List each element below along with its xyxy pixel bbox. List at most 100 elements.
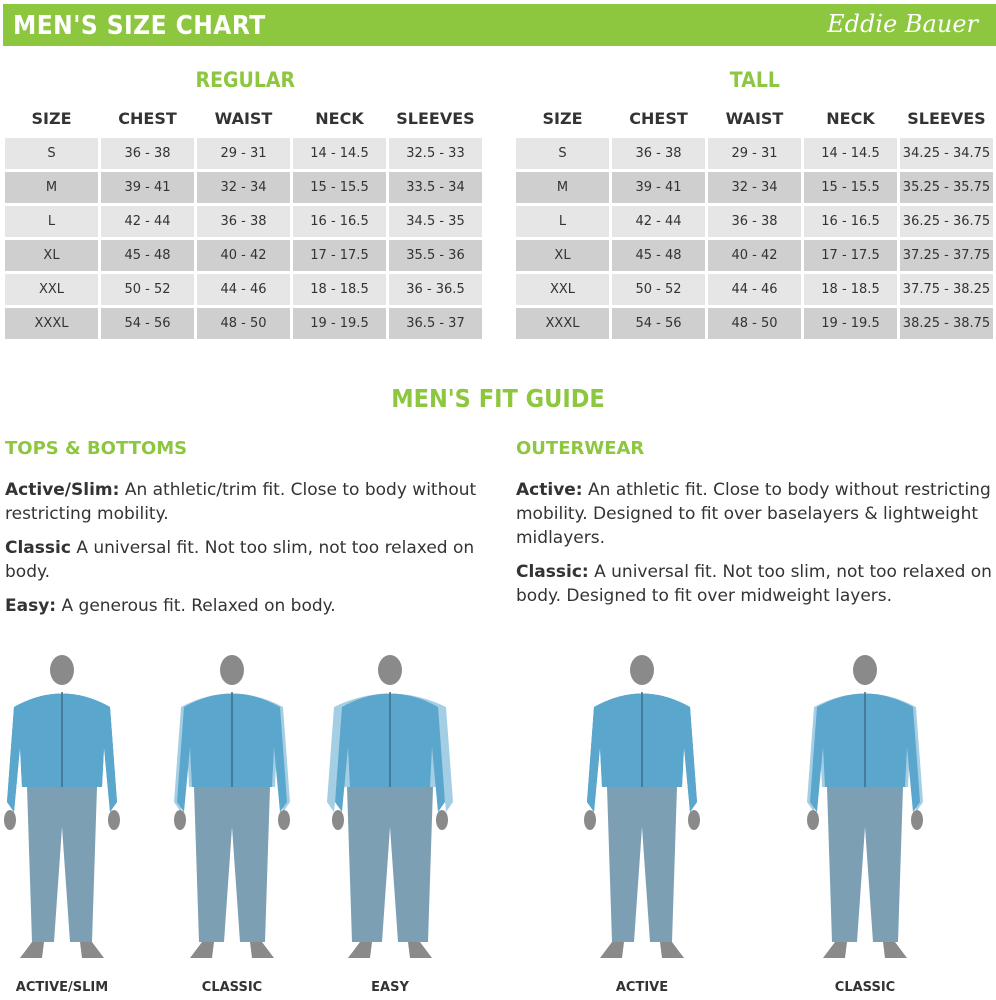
fit-desc: An athletic fit. Close to body without r…	[516, 480, 991, 548]
column-header: WAIST	[725, 108, 784, 128]
table-row: S 36 - 38 29 - 31 14 - 14.5 34.25 - 34.75	[516, 138, 993, 169]
table-row: L 42 - 44 36 - 38 16 - 16.5 36.25 - 36.75	[516, 206, 993, 237]
table-cell: 18 - 18.5	[804, 274, 897, 305]
fit-desc: An athletic/trim fit. Close to body with…	[5, 480, 477, 524]
tall-size-table: SIZE CHEST WAIST NECK SLEEVES S 36 - 38 29 - 31…	[516, 104, 993, 342]
fit-description: Active: An athletic fit. Close to body w…	[516, 478, 996, 550]
table-cell: 15 - 15.5	[804, 172, 897, 203]
table-cell: 44 - 46	[708, 274, 801, 305]
fit-term: Classic	[5, 538, 71, 558]
table-cell: L	[516, 206, 609, 237]
table-row: XL 45 - 48 40 - 42 17 - 17.5 37.25 - 37.75	[516, 240, 993, 271]
table-cell: XXXL	[516, 308, 609, 339]
tops-fit-list: Active/Slim: An athletic/trim fit. Close…	[5, 478, 485, 628]
table-cell: 37.75 - 38.25	[900, 274, 993, 305]
table-row: XXL 50 - 52 44 - 46 18 - 18.5 36 - 36.5	[5, 274, 482, 305]
table-cell: 36.5 - 37	[389, 308, 482, 339]
column-header: SLEEVES	[396, 108, 475, 128]
table-cell: 34.25 - 34.75	[900, 138, 993, 169]
header-banner: MEN'S SIZE CHART Eddie Bauer	[3, 4, 996, 46]
table-cell: 32.5 - 33	[389, 138, 482, 169]
table-cell: 34.5 - 35	[389, 206, 482, 237]
fit-desc: A generous fit. Relaxed on body.	[56, 596, 336, 616]
fit-description: Easy: A generous fit. Relaxed on body.	[5, 594, 485, 618]
table-cell: 38.25 - 38.75	[900, 308, 993, 339]
table-row: M 39 - 41 32 - 34 15 - 15.5 35.25 - 35.75	[516, 172, 993, 203]
table-cell: 29 - 31	[197, 138, 290, 169]
table-cell: S	[5, 138, 98, 169]
table-row: XXXL 54 - 56 48 - 50 19 - 19.5 38.25 - 38.75	[516, 308, 993, 339]
column-header: SIZE	[542, 108, 583, 128]
table-cell: L	[5, 206, 98, 237]
table-cell: XL	[516, 240, 609, 271]
table-cell: 37.25 - 37.75	[900, 240, 993, 271]
table-cell: 48 - 50	[197, 308, 290, 339]
table-header-row: SIZE CHEST WAIST NECK SLEEVES	[516, 104, 993, 135]
table-cell: XL	[5, 240, 98, 271]
figure-label: ACTIVE/SLIM	[15, 980, 109, 995]
table-row: L 42 - 44 36 - 38 16 - 16.5 34.5 - 35	[5, 206, 482, 237]
table-cell: 16 - 16.5	[293, 206, 386, 237]
figure-label: ACTIVE	[615, 980, 669, 995]
table-cell: 19 - 19.5	[293, 308, 386, 339]
table-cell: XXL	[5, 274, 98, 305]
table-cell: 44 - 46	[197, 274, 290, 305]
table-cell: 50 - 52	[612, 274, 705, 305]
fit-figure	[584, 655, 700, 958]
table-cell: 36.25 - 36.75	[900, 206, 993, 237]
fit-desc: A universal fit. Not too slim, not too r…	[5, 538, 475, 582]
fit-term: Active:	[516, 480, 583, 500]
table-cell: XXXL	[5, 308, 98, 339]
fit-term: Easy:	[5, 596, 57, 616]
fit-description: Active/Slim: An athletic/trim fit. Close…	[5, 478, 485, 526]
table-cell: 14 - 14.5	[804, 138, 897, 169]
fit-figure	[174, 655, 290, 958]
table-row: M 39 - 41 32 - 34 15 - 15.5 33.5 - 34	[5, 172, 482, 203]
fit-description: Classic A universal fit. Not too slim, n…	[5, 536, 485, 584]
figure-label: CLASSIC	[834, 980, 896, 995]
table-cell: S	[516, 138, 609, 169]
tops-bottoms-heading: TOPS & BOTTOMS	[5, 438, 188, 459]
table-cell: 35.5 - 36	[389, 240, 482, 271]
fit-figure	[807, 655, 923, 958]
table-cell: 48 - 50	[708, 308, 801, 339]
column-header: SIZE	[31, 108, 72, 128]
page-title: MEN'S SIZE CHART	[13, 11, 266, 41]
table-cell: 15 - 15.5	[293, 172, 386, 203]
table-row: S 36 - 38 29 - 31 14 - 14.5 32.5 - 33	[5, 138, 482, 169]
table-cell: 16 - 16.5	[804, 206, 897, 237]
table-row: XXXL 54 - 56 48 - 50 19 - 19.5 36.5 - 37	[5, 308, 482, 339]
fit-figure	[327, 655, 453, 958]
table-cell: 36 - 38	[612, 138, 705, 169]
table-cell: 14 - 14.5	[293, 138, 386, 169]
table-cell: 35.25 - 35.75	[900, 172, 993, 203]
table-cell: 32 - 34	[708, 172, 801, 203]
table-cell: 39 - 41	[612, 172, 705, 203]
outerwear-heading: OUTERWEAR	[516, 438, 645, 459]
table-row: XXL 50 - 52 44 - 46 18 - 18.5 37.75 - 38.25	[516, 274, 993, 305]
table-cell: 19 - 19.5	[804, 308, 897, 339]
column-header: CHEST	[118, 108, 177, 128]
table-header-row: SIZE CHEST WAIST NECK SLEEVES	[5, 104, 482, 135]
table-cell: 42 - 44	[101, 206, 194, 237]
column-header: SLEEVES	[907, 108, 986, 128]
table-cell: 18 - 18.5	[293, 274, 386, 305]
table-cell: 54 - 56	[612, 308, 705, 339]
table-cell: M	[516, 172, 609, 203]
table-cell: 50 - 52	[101, 274, 194, 305]
regular-title: REGULAR	[195, 68, 296, 92]
fit-guide-title: MEN'S FIT GUIDE	[391, 384, 605, 413]
table-cell: 39 - 41	[101, 172, 194, 203]
table-row: XL 45 - 48 40 - 42 17 - 17.5 35.5 - 36	[5, 240, 482, 271]
table-cell: 17 - 17.5	[804, 240, 897, 271]
table-cell: 45 - 48	[101, 240, 194, 271]
column-header: CHEST	[629, 108, 688, 128]
table-cell: 36 - 36.5	[389, 274, 482, 305]
fit-description: Classic: A universal fit. Not too slim, …	[516, 560, 996, 608]
table-cell: 45 - 48	[612, 240, 705, 271]
table-cell: 17 - 17.5	[293, 240, 386, 271]
table-cell: M	[5, 172, 98, 203]
figure-label: CLASSIC	[201, 980, 263, 995]
column-header: WAIST	[214, 108, 273, 128]
table-cell: 54 - 56	[101, 308, 194, 339]
